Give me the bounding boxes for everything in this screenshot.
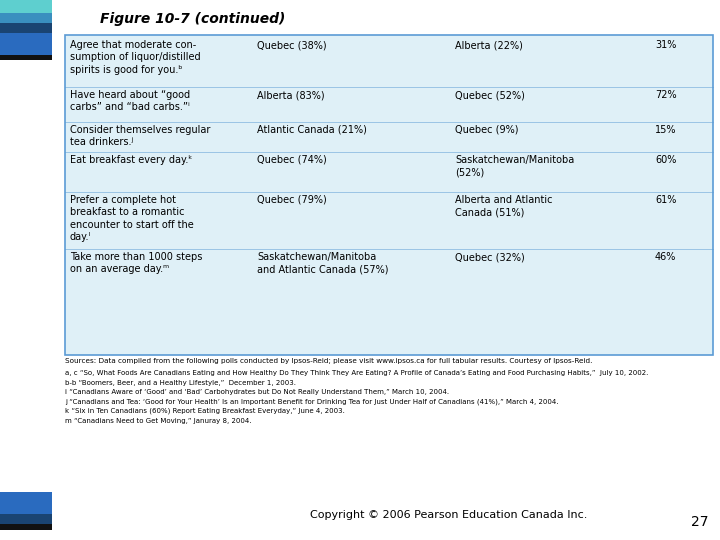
Text: b-b “Boomers, Beer, and a Healthy Lifestyle,”  December 1, 2003.: b-b “Boomers, Beer, and a Healthy Lifest…	[65, 380, 296, 386]
FancyBboxPatch shape	[65, 35, 713, 355]
Text: Quebec (38%): Quebec (38%)	[257, 40, 327, 50]
Text: 27: 27	[691, 515, 708, 529]
Text: i “Canadians Aware of ‘Good’ and ‘Bad’ Carbohydrates but Do Not Really Understan: i “Canadians Aware of ‘Good’ and ‘Bad’ C…	[65, 389, 449, 395]
Text: Alberta (22%): Alberta (22%)	[455, 40, 523, 50]
FancyBboxPatch shape	[0, 23, 52, 33]
FancyBboxPatch shape	[0, 0, 52, 13]
Text: Quebec (52%): Quebec (52%)	[455, 90, 525, 100]
Text: Alberta and Atlantic
Canada (51%): Alberta and Atlantic Canada (51%)	[455, 195, 552, 218]
Text: Copyright © 2006 Pearson Education Canada Inc.: Copyright © 2006 Pearson Education Canad…	[310, 510, 588, 520]
Text: m “Canadians Need to Get Moving,” Januray 8, 2004.: m “Canadians Need to Get Moving,” Janura…	[65, 417, 251, 423]
Text: Consider themselves regular
tea drinkers.ʲ: Consider themselves regular tea drinkers…	[70, 125, 210, 147]
FancyBboxPatch shape	[0, 13, 52, 23]
Text: Quebec (79%): Quebec (79%)	[257, 195, 327, 205]
Text: Sources: Data compiled from the following polls conducted by Ipsos-Reid; please : Sources: Data compiled from the followin…	[65, 358, 593, 364]
FancyBboxPatch shape	[0, 524, 52, 530]
Text: Figure 10-7 (continued): Figure 10-7 (continued)	[100, 12, 285, 26]
Text: 61%: 61%	[655, 195, 676, 205]
FancyBboxPatch shape	[0, 55, 52, 60]
FancyBboxPatch shape	[0, 492, 52, 514]
Text: Quebec (32%): Quebec (32%)	[455, 252, 525, 262]
Text: k “Six in Ten Canadians (60%) Report Eating Breakfast Everyday,” June 4, 2003.: k “Six in Ten Canadians (60%) Report Eat…	[65, 408, 345, 415]
Text: Quebec (74%): Quebec (74%)	[257, 155, 327, 165]
Text: Atlantic Canada (21%): Atlantic Canada (21%)	[257, 125, 367, 135]
Text: 15%: 15%	[655, 125, 677, 135]
Text: Take more than 1000 steps
on an average day.ᵐ: Take more than 1000 steps on an average …	[70, 252, 202, 274]
Text: Have heard about “good
carbs” and “bad carbs.”ⁱ: Have heard about “good carbs” and “bad c…	[70, 90, 190, 112]
Text: Quebec (9%): Quebec (9%)	[455, 125, 518, 135]
Text: Agree that moderate con-
sumption of liquor/distilled
spirits is good for you.ᵇ: Agree that moderate con- sumption of liq…	[70, 40, 201, 75]
Text: 31%: 31%	[655, 40, 676, 50]
Text: Prefer a complete hot
breakfast to a romantic
encounter to start off the
day.ˡ: Prefer a complete hot breakfast to a rom…	[70, 195, 194, 242]
Text: 72%: 72%	[655, 90, 677, 100]
Text: Saskatchewan/Manitoba
and Atlantic Canada (57%): Saskatchewan/Manitoba and Atlantic Canad…	[257, 252, 389, 274]
Text: Saskatchewan/Manitoba
(52%): Saskatchewan/Manitoba (52%)	[455, 155, 575, 178]
Text: Alberta (83%): Alberta (83%)	[257, 90, 325, 100]
Text: 60%: 60%	[655, 155, 676, 165]
FancyBboxPatch shape	[0, 514, 52, 524]
Text: 46%: 46%	[655, 252, 676, 262]
Text: a, c “So, What Foods Are Canadians Eating and How Healthy Do They Think They Are: a, c “So, What Foods Are Canadians Eatin…	[65, 370, 649, 376]
FancyBboxPatch shape	[0, 33, 52, 55]
Text: j “Canadians and Tea: ‘Good for Your Health’ Is an Important Benefit for Drinkin: j “Canadians and Tea: ‘Good for Your Hea…	[65, 399, 559, 405]
Text: Eat breakfast every day.ᵏ: Eat breakfast every day.ᵏ	[70, 155, 192, 165]
